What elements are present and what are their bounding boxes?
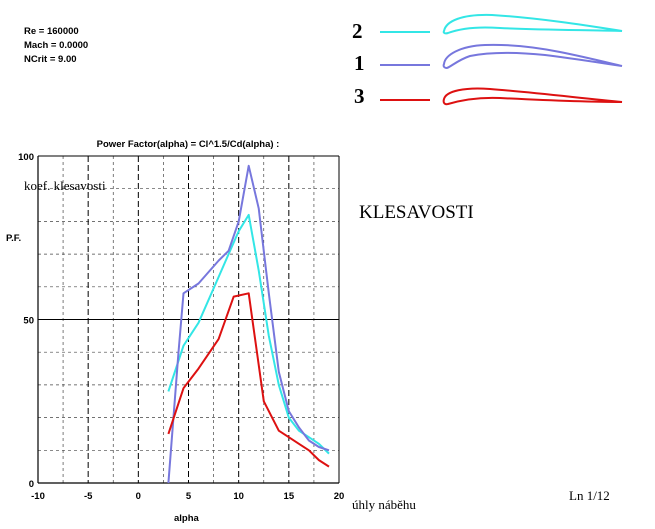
x-tick-label: -5 (84, 491, 93, 502)
coef-label: koef. klesavosti (24, 178, 106, 193)
x-tick-label: 10 (233, 491, 244, 502)
legend-number-3: 3 (354, 84, 365, 108)
airfoil-2-outline (442, 13, 623, 35)
reynolds-number: Re = 160000 (24, 26, 79, 37)
x-tick-label: 5 (186, 491, 192, 502)
y-axis-label: P.F. (6, 233, 22, 244)
parameters-block: Re = 160000 Mach = 0.0000 NCrit = 9.00 (24, 25, 88, 67)
legend-number-2: 2 (352, 19, 363, 43)
mach-number: Mach = 0.0000 (24, 40, 89, 51)
y-tick-label: 50 (23, 316, 34, 327)
x-tick-label: 20 (334, 491, 345, 502)
airfoil-3-outline (442, 87, 623, 106)
x-tick-label: 15 (284, 491, 295, 502)
series-line-1 (167, 164, 330, 484)
uhly-label: úhly náběhu (352, 497, 416, 512)
tick-labels: -10 -5 0 5 10 15 20 0 50 100 (18, 152, 344, 502)
x-tick-label: -10 (31, 491, 45, 502)
y-tick-label: 100 (18, 152, 34, 163)
airfoil-1-outline (442, 43, 623, 70)
x-tick-label: 0 (136, 491, 141, 502)
chart-title: Power Factor(alpha) = Cl^1.5/Cd(alpha) : (97, 139, 280, 150)
klesavosti-title: KLESAVOSTI (359, 202, 474, 223)
x-axis-label: alpha (174, 513, 199, 524)
ln-label: Ln 1/12 (569, 488, 610, 503)
power-factor-chart: Power Factor(alpha) = Cl^1.5/Cd(alpha) :… (18, 139, 344, 502)
y-tick-label: 0 (29, 479, 34, 490)
legend-number-1: 1 (354, 51, 365, 75)
series-layer (167, 164, 330, 484)
legend-graphics (380, 13, 623, 106)
series-line-3 (167, 292, 330, 468)
grid-layer (38, 156, 339, 483)
ncrit-value: NCrit = 9.00 (24, 54, 77, 65)
axes-layer (37, 155, 340, 484)
